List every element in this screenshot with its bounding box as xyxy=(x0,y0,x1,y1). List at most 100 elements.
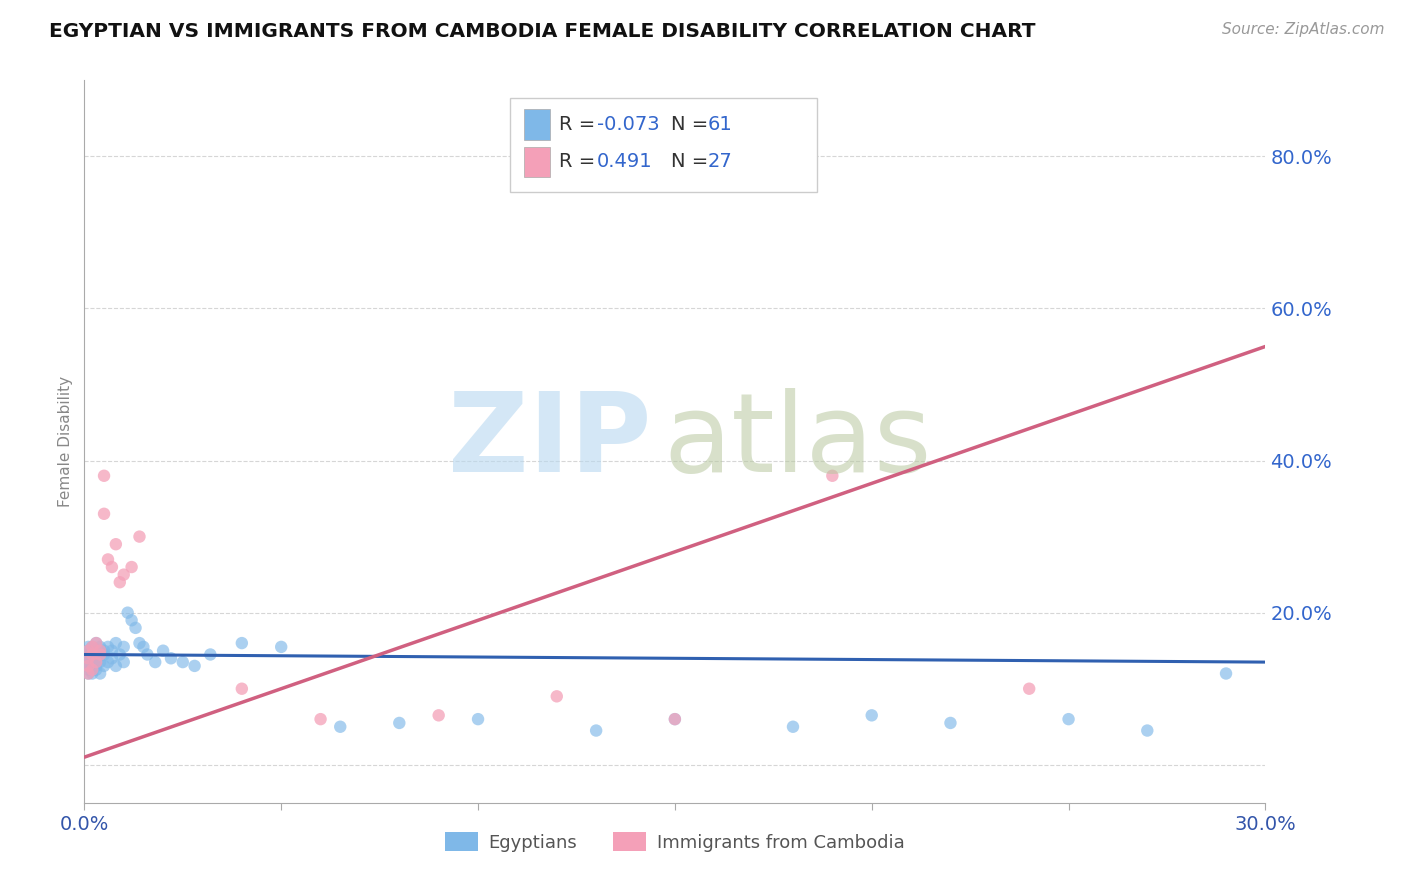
Point xyxy=(143,655,166,669)
Point xyxy=(93,648,115,662)
Point xyxy=(82,663,104,677)
Point xyxy=(89,648,111,662)
Point xyxy=(77,651,100,665)
Point xyxy=(89,655,111,669)
Point xyxy=(121,613,143,627)
Point xyxy=(77,651,100,665)
Point xyxy=(939,715,962,730)
Point xyxy=(128,636,150,650)
Point xyxy=(124,621,146,635)
Point xyxy=(82,655,104,669)
Point xyxy=(84,636,107,650)
Point xyxy=(84,651,107,665)
Text: atlas: atlas xyxy=(664,388,932,495)
Point xyxy=(104,537,127,551)
Point xyxy=(309,712,332,726)
Point xyxy=(97,655,120,669)
Point xyxy=(183,659,205,673)
Point xyxy=(89,640,111,654)
Point xyxy=(427,708,450,723)
Point xyxy=(84,663,107,677)
Point xyxy=(82,648,104,662)
Point xyxy=(108,648,131,662)
Point xyxy=(89,648,111,662)
Text: ZIP: ZIP xyxy=(449,388,651,495)
Point xyxy=(132,640,155,654)
Point xyxy=(84,659,107,673)
Point xyxy=(89,666,111,681)
Legend: Egyptians, Immigrants from Cambodia: Egyptians, Immigrants from Cambodia xyxy=(439,825,911,859)
Point xyxy=(77,659,100,673)
Point xyxy=(200,648,222,662)
Text: 61: 61 xyxy=(709,115,733,134)
Point xyxy=(1018,681,1040,696)
Point xyxy=(112,567,135,582)
Point xyxy=(388,715,411,730)
Text: -0.073: -0.073 xyxy=(598,115,659,134)
Point xyxy=(93,659,115,673)
FancyBboxPatch shape xyxy=(509,98,817,193)
Point xyxy=(89,643,111,657)
Point xyxy=(77,640,100,654)
Point xyxy=(82,666,104,681)
Point xyxy=(112,640,135,654)
Point xyxy=(93,643,115,657)
Point xyxy=(77,643,100,657)
FancyBboxPatch shape xyxy=(523,147,550,178)
Point xyxy=(77,648,100,662)
Point xyxy=(546,690,568,704)
Text: EGYPTIAN VS IMMIGRANTS FROM CAMBODIA FEMALE DISABILITY CORRELATION CHART: EGYPTIAN VS IMMIGRANTS FROM CAMBODIA FEM… xyxy=(49,22,1036,41)
Point xyxy=(1057,712,1080,726)
Point xyxy=(231,636,253,650)
Point xyxy=(77,655,100,669)
Point xyxy=(82,640,104,654)
Point xyxy=(128,530,150,544)
Point xyxy=(664,712,686,726)
Point xyxy=(77,651,100,665)
Point xyxy=(231,681,253,696)
Text: 27: 27 xyxy=(709,153,733,171)
FancyBboxPatch shape xyxy=(523,109,550,139)
Point xyxy=(329,720,352,734)
Point xyxy=(84,655,107,669)
Point xyxy=(270,640,292,654)
Point xyxy=(467,712,489,726)
Point xyxy=(97,640,120,654)
Y-axis label: Female Disability: Female Disability xyxy=(58,376,73,508)
Text: N =: N = xyxy=(671,153,709,171)
Point xyxy=(121,560,143,574)
Point xyxy=(77,666,100,681)
Text: 0.491: 0.491 xyxy=(598,153,652,171)
Text: R =: R = xyxy=(560,115,595,134)
Point xyxy=(77,643,100,657)
Point xyxy=(93,507,115,521)
Point xyxy=(664,712,686,726)
Point xyxy=(77,666,100,681)
Point xyxy=(782,720,804,734)
Point xyxy=(97,552,120,566)
Point xyxy=(82,648,104,662)
Point xyxy=(152,643,174,657)
Point xyxy=(1136,723,1159,738)
Point xyxy=(585,723,607,738)
Point xyxy=(101,643,124,657)
Point xyxy=(117,606,139,620)
Point xyxy=(84,636,107,650)
Point xyxy=(136,648,159,662)
Point xyxy=(77,663,100,677)
Point xyxy=(82,640,104,654)
Point xyxy=(160,651,183,665)
Point xyxy=(108,575,131,590)
Point xyxy=(1215,666,1237,681)
Point xyxy=(821,468,844,483)
Point xyxy=(82,659,104,673)
Point xyxy=(860,708,883,723)
Point xyxy=(84,643,107,657)
Point xyxy=(82,643,104,657)
Point xyxy=(101,560,124,574)
Point xyxy=(112,655,135,669)
Text: N =: N = xyxy=(671,115,709,134)
Point xyxy=(77,659,100,673)
Text: Source: ZipAtlas.com: Source: ZipAtlas.com xyxy=(1222,22,1385,37)
Point xyxy=(104,636,127,650)
